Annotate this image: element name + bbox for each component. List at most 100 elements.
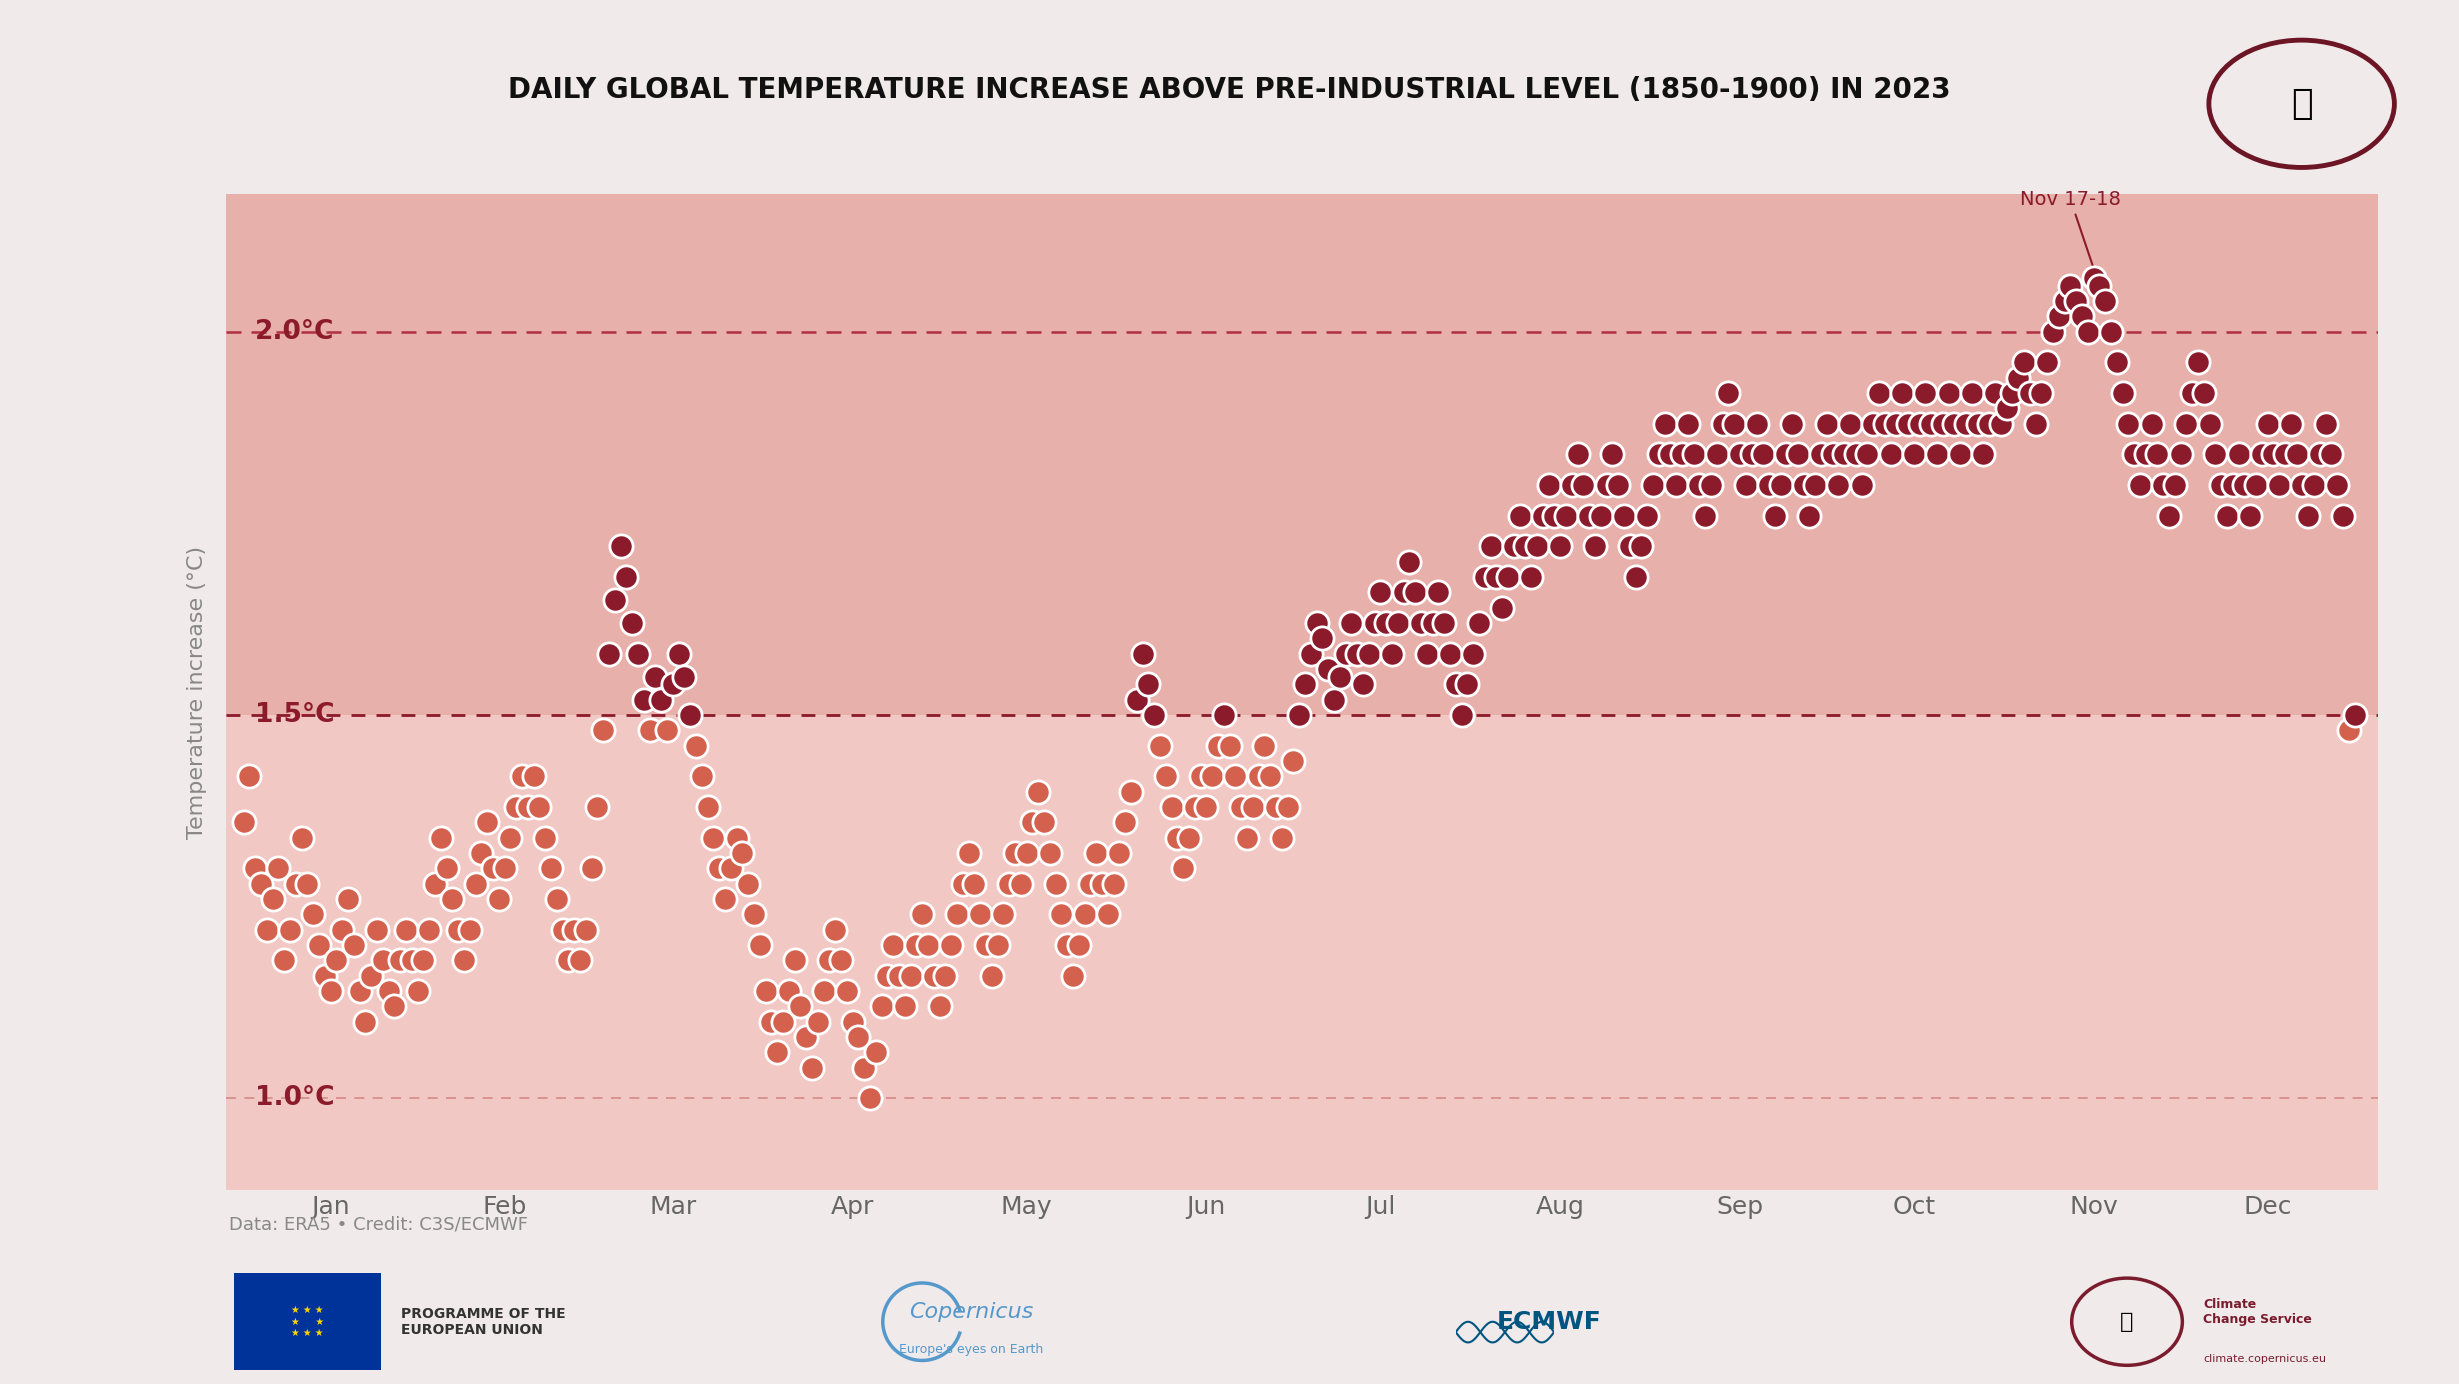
Point [1743, 443, 1783, 465]
Point [989, 872, 1028, 894]
Point [1372, 642, 1411, 664]
Point [1424, 612, 1463, 634]
Text: DAILY GLOBAL TEMPERATURE INCREASE ABOVE PRE-INDUSTRIAL LEVEL (1850-1900) IN 2023: DAILY GLOBAL TEMPERATURE INCREASE ABOVE … [509, 76, 1950, 104]
Point [1675, 443, 1714, 465]
Point [2115, 443, 2154, 465]
Point [1709, 382, 1748, 404]
Text: ECMWF: ECMWF [1498, 1309, 1601, 1334]
Point [514, 765, 553, 787]
Point [595, 590, 634, 612]
Point [1598, 473, 1638, 495]
Point [1657, 473, 1697, 495]
Point [1721, 443, 1761, 465]
Point [1025, 811, 1065, 833]
Point [821, 949, 861, 972]
Point [374, 995, 413, 1017]
Point [1586, 473, 1625, 495]
Point [706, 889, 745, 911]
Point [2098, 352, 2137, 374]
Point [445, 949, 484, 972]
Text: Data: ERA5 • Credit: C3S/ECMWF: Data: ERA5 • Credit: C3S/ECMWF [229, 1215, 529, 1235]
Point [1512, 566, 1552, 588]
Point [2161, 443, 2201, 465]
Point [1094, 872, 1134, 894]
Point [2016, 412, 2056, 435]
Point [1107, 811, 1146, 833]
Point [1667, 412, 1707, 435]
Point [2073, 267, 2112, 289]
Point [1766, 443, 1805, 465]
Point [2102, 382, 2142, 404]
Point [1539, 536, 1579, 558]
Point [1564, 473, 1603, 495]
Point [925, 965, 964, 987]
Point [1795, 473, 1834, 495]
Point [1193, 765, 1232, 787]
Point [723, 841, 762, 864]
Point [1679, 473, 1719, 495]
Point [1407, 642, 1446, 664]
Point [2299, 443, 2339, 465]
Point [1552, 473, 1591, 495]
Point [1975, 382, 2014, 404]
Point [1291, 642, 1330, 664]
Point [1384, 581, 1424, 603]
Point [1431, 642, 1470, 664]
Point [1820, 473, 1859, 495]
Point [2063, 306, 2102, 328]
Point [1360, 581, 1399, 603]
Point [2080, 274, 2120, 296]
Point [2110, 412, 2149, 435]
Point [1367, 612, 1407, 634]
Point [1692, 473, 1731, 495]
Point [735, 904, 775, 926]
Text: 1.5°C: 1.5°C [256, 702, 334, 728]
Point [1414, 612, 1453, 634]
Point [762, 1010, 802, 1032]
Point [1569, 505, 1608, 527]
Point [1837, 443, 1876, 465]
Point [283, 826, 322, 848]
Point [607, 566, 647, 588]
Point [2213, 473, 2252, 495]
Point [1859, 382, 1898, 404]
Point [2316, 473, 2356, 495]
Point [566, 919, 605, 941]
Point [1436, 673, 1475, 695]
Point [612, 612, 652, 634]
Point [966, 934, 1006, 956]
Point [258, 857, 298, 879]
Point [2218, 443, 2257, 465]
Point [1261, 826, 1301, 848]
Point [1338, 642, 1377, 664]
Text: 🌡: 🌡 [2292, 87, 2311, 120]
Point [1303, 627, 1343, 649]
Point [1866, 412, 1906, 435]
Point [2277, 443, 2316, 465]
Point [2272, 412, 2311, 435]
Point [880, 965, 920, 987]
Point [275, 872, 315, 894]
Point [1013, 811, 1052, 833]
Point [1847, 443, 1886, 465]
Point [248, 919, 288, 941]
Point [1825, 443, 1864, 465]
Text: PROGRAMME OF THE
EUROPEAN UNION: PROGRAMME OF THE EUROPEAN UNION [401, 1306, 566, 1337]
Point [305, 965, 344, 987]
Point [398, 980, 438, 1002]
Point [322, 919, 361, 941]
Point [757, 1041, 797, 1063]
Point [1134, 704, 1173, 727]
Point [1702, 412, 1741, 435]
Point [2137, 443, 2176, 465]
Point [2260, 473, 2299, 495]
Point [2324, 505, 2363, 527]
Point [2034, 321, 2073, 343]
Point [1210, 735, 1249, 757]
Point [352, 965, 391, 987]
Point [1611, 536, 1650, 558]
Point [1205, 704, 1244, 727]
Point [907, 934, 947, 956]
Point [1940, 443, 1979, 465]
Point [416, 872, 455, 894]
